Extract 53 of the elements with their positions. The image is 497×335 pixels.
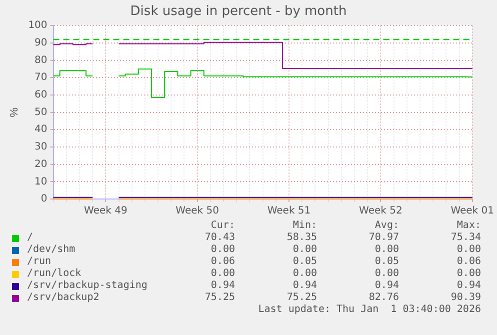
text: Min: — [292, 220, 317, 232]
text: Last update: Thu Jan 1 03:40:00 2026 — [257, 304, 481, 316]
text: 0.05 — [292, 256, 317, 268]
text: 90.39 — [450, 292, 481, 304]
text: Max: — [456, 220, 481, 232]
text: 75.34 — [450, 232, 481, 244]
x-tick-label: Week 49 — [84, 206, 128, 217]
text: 0.00 — [292, 244, 317, 256]
text: 75.25 — [286, 292, 317, 304]
x-tick-label: Week 51 — [267, 206, 311, 217]
legend-label: /run — [27, 256, 52, 268]
text: 0.94 — [210, 280, 235, 292]
text: 0.00 — [456, 268, 481, 280]
y-tick-label: 50 — [34, 106, 48, 118]
y-axis-title: % — [8, 107, 21, 118]
text: Avg: — [374, 220, 399, 232]
legend-label: /srv/backup2 — [27, 292, 100, 304]
text: 0.94 — [374, 280, 399, 292]
text: 0.06 — [456, 256, 481, 268]
y-tick-label: 100 — [28, 20, 48, 32]
x-tick-label: Week 50 — [176, 206, 219, 217]
text: 58.35 — [286, 232, 317, 244]
text: 0.00 — [292, 268, 317, 280]
text: 82.76 — [368, 292, 399, 304]
text: 0.00 — [374, 244, 399, 256]
x-tick-label: Week 52 — [359, 206, 402, 217]
y-tick-label: 30 — [34, 142, 48, 153]
text: 0.00 — [210, 268, 235, 280]
y-tick-label: 10 — [34, 176, 48, 188]
text: 0.06 — [210, 256, 235, 268]
text: 0.94 — [292, 280, 317, 292]
legend-label: /dev/shm — [27, 244, 76, 256]
y-tick-label: 80 — [34, 54, 48, 66]
chart-title: Disk usage in percent - by month — [130, 4, 347, 20]
y-tick-label: 90 — [34, 38, 48, 49]
text: 0.00 — [374, 268, 399, 280]
y-tick-label: 40 — [34, 124, 48, 136]
text: 0.00 — [456, 244, 481, 256]
text: 0.94 — [456, 280, 481, 292]
legend-label: /run/lock — [27, 268, 82, 280]
text: 70.43 — [204, 232, 235, 244]
text: Cur: — [210, 220, 235, 232]
text: 0.05 — [374, 256, 399, 268]
y-tick-label: 60 — [34, 90, 48, 101]
text: 0.00 — [210, 244, 235, 256]
text: 70.97 — [368, 232, 399, 244]
x-tick-label: Week 01 — [450, 206, 494, 217]
text: 75.25 — [204, 292, 235, 304]
y-tick-label: 70 — [34, 72, 48, 84]
y-tick-label: 0 — [40, 194, 48, 205]
y-tick-label: 20 — [34, 158, 48, 170]
legend-label: / — [27, 232, 34, 244]
legend-label: /srv/rbackup-staging — [27, 280, 148, 292]
